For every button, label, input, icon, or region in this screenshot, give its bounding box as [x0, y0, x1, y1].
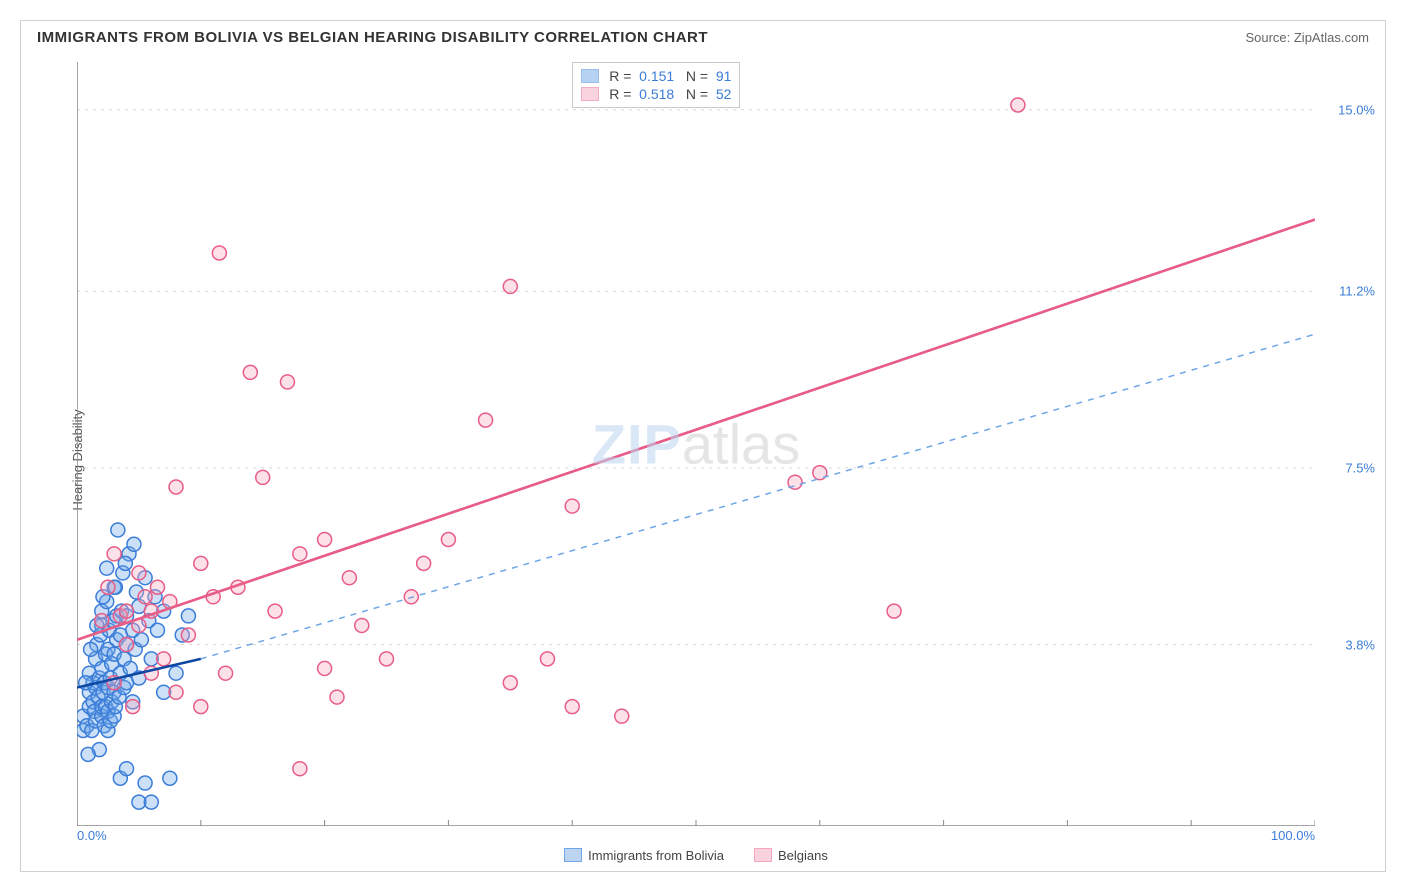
correlation-row: R = 0.518 N = 52: [581, 85, 731, 103]
plot-area-wrap: Hearing Disability ZIPatlas 3.8%7.5%11.2…: [21, 54, 1385, 866]
x-tick-labels: 0.0% 100.0%: [77, 828, 1315, 844]
y-tick-label: 15.0%: [1338, 102, 1375, 117]
legend-swatch: [564, 848, 582, 862]
chart-title: IMMIGRANTS FROM BOLIVIA VS BELGIAN HEARI…: [37, 29, 708, 46]
y-tick-label: 7.5%: [1345, 460, 1375, 475]
legend-swatch: [581, 69, 599, 83]
legend-swatch: [581, 87, 599, 101]
scatter-svg: [77, 62, 1315, 826]
legend-swatch: [754, 848, 772, 862]
y-tick-label: 11.2%: [1339, 284, 1375, 299]
y-tick-label: 3.8%: [1345, 637, 1375, 652]
series-1: [95, 98, 1025, 776]
header: IMMIGRANTS FROM BOLIVIA VS BELGIAN HEARI…: [21, 21, 1385, 54]
x-tick-label: 0.0%: [77, 828, 107, 843]
chart-container: IMMIGRANTS FROM BOLIVIA VS BELGIAN HEARI…: [20, 20, 1386, 872]
x-tick-label: 100.0%: [1271, 828, 1315, 843]
plot-area: ZIPatlas: [77, 62, 1315, 826]
legend-label: Belgians: [778, 848, 828, 863]
legend-item: Belgians: [754, 848, 828, 863]
correlation-text: R = 0.518 N = 52: [609, 86, 731, 102]
correlation-legend: R = 0.151 N = 91 R = 0.518 N = 52: [572, 62, 740, 108]
bottom-legend: Immigrants from Bolivia Belgians: [77, 846, 1315, 864]
correlation-row: R = 0.151 N = 91: [581, 67, 731, 85]
source-label: Source: ZipAtlas.com: [1245, 30, 1369, 45]
legend-item: Immigrants from Bolivia: [564, 848, 724, 863]
legend-label: Immigrants from Bolivia: [588, 848, 724, 863]
correlation-text: R = 0.151 N = 91: [609, 68, 731, 84]
